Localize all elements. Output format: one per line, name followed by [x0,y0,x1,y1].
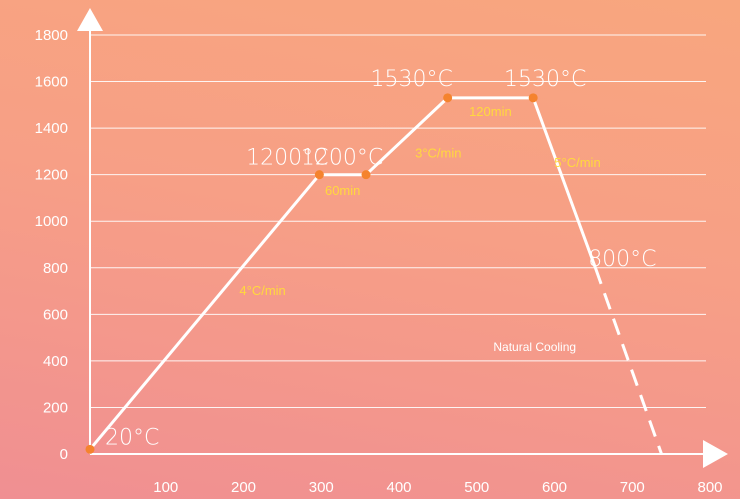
y-tick-label: 1200 [35,167,68,184]
segment-label: 60min [325,183,360,198]
x-tick-label: 300 [309,479,334,496]
natural-cooling-label: Natural Cooling [493,340,576,354]
x-tick-label: 400 [386,479,411,496]
data-point [528,93,538,103]
segment-label: 3°C/min [415,146,461,161]
x-tick-label: 200 [231,479,256,496]
y-tick-label: 0 [60,446,68,463]
temperature-label: 1530°C [370,67,452,92]
data-point [443,93,453,103]
tick-labels: 0 200 400 600 800 1000 1200 1400 1600 1800 100 200 3… [35,27,723,496]
data-point [85,444,95,454]
segment-label: 4°C/min [239,283,285,298]
segment-label: 5°C/min [554,155,600,170]
markers [85,93,538,454]
series-line-solid [88,96,597,451]
y-tick-label: 1600 [35,74,68,91]
x-tick-label: 500 [464,479,489,496]
temperature-label: 800°C [588,247,656,272]
temperature-label: 1200°C [301,146,383,171]
x-tick-label: 700 [620,479,645,496]
data-point [314,170,324,180]
x-tick-label: 100 [153,479,178,496]
y-tick-label: 200 [43,399,68,416]
y-tick-label: 800 [43,260,68,277]
y-tick-label: 1800 [35,27,68,44]
temperature-label: 1530°C [504,67,586,92]
grid [90,34,706,408]
temperature-label: 1200°C [246,146,328,171]
y-tick-label: 1000 [35,213,68,230]
y-tick-label: 600 [43,306,68,323]
y-tick-label: 400 [43,353,68,370]
y-axis-arrow [77,8,103,31]
series-line-dashed [593,267,663,455]
x-axis-arrow [703,440,728,468]
data-point [361,170,371,180]
segment-label: 120min [469,104,512,119]
x-tick-label: 600 [542,479,567,496]
x-tick-label: 800 [697,479,722,496]
axes [77,8,728,468]
series-lines [88,96,663,455]
y-tick-label: 1400 [35,120,68,137]
temperature-label: 20°C [105,425,159,450]
